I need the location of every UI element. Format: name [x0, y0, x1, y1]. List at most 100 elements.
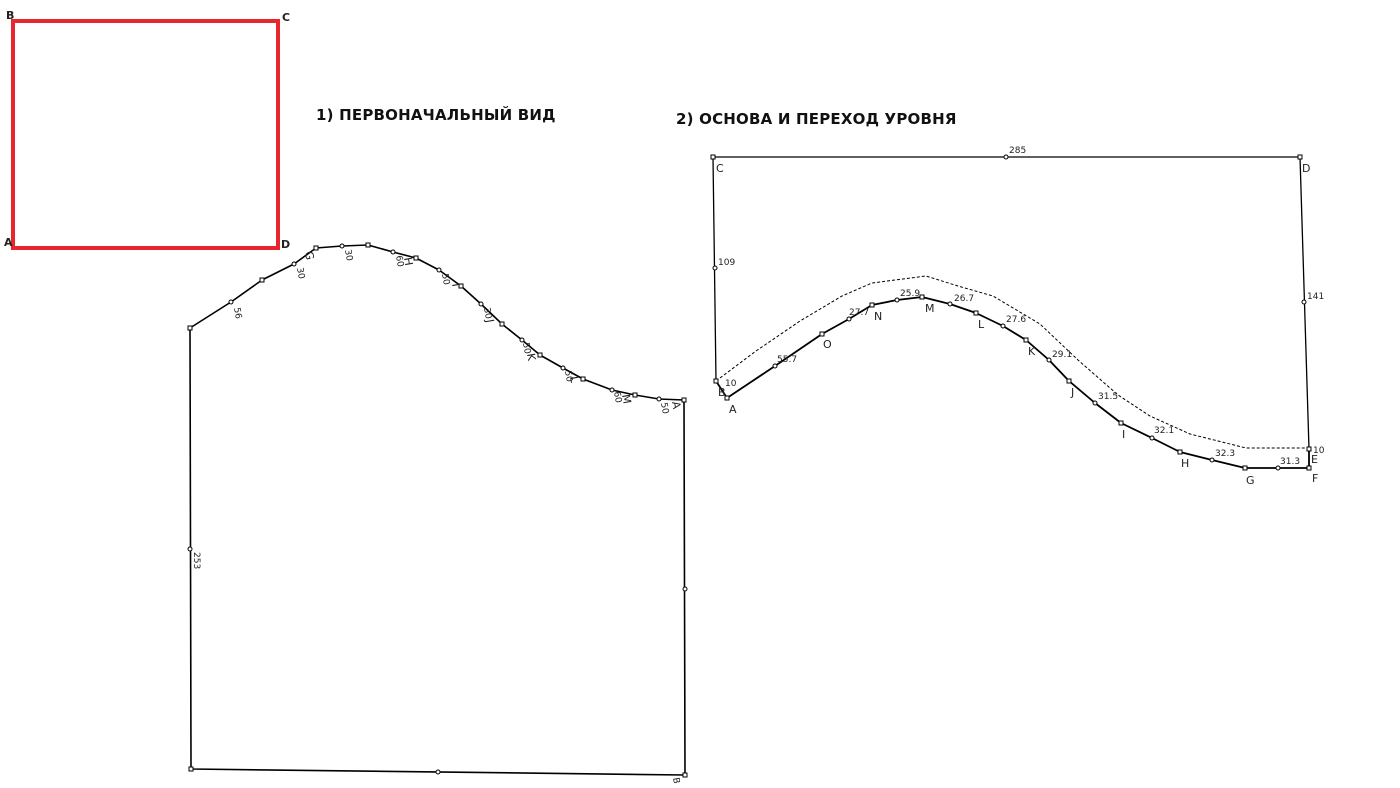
midpoint-marker: [712, 265, 718, 271]
midpoint-marker: [187, 546, 193, 552]
original-measure-7: 50: [520, 342, 532, 355]
base-point-j: J: [1070, 386, 1074, 399]
midpoint-marker: [1149, 435, 1155, 441]
original-measure-3: 30: [342, 249, 354, 262]
vertex-marker: [458, 283, 464, 289]
base-segment-length-9: 32.3: [1215, 449, 1235, 459]
vertex-marker: [259, 277, 265, 283]
midpoint-marker: [339, 243, 345, 249]
midpoint-marker: [1092, 400, 1098, 406]
vertex-marker: [313, 245, 319, 251]
reference-corner-d: D: [281, 238, 290, 251]
reference-corner-b: B: [6, 9, 14, 22]
original-point-j: J: [483, 317, 497, 323]
vertex-marker: [1306, 446, 1312, 452]
midpoint-marker: [1209, 457, 1215, 463]
midpoint-marker: [390, 249, 396, 255]
base-point-e: E: [1311, 453, 1318, 466]
midpoint-marker: [1003, 154, 1009, 160]
vertex-marker: [499, 321, 505, 327]
base-view-figure: 285 109 141 10 10 C D B F E A O N M L K …: [710, 146, 1325, 487]
base-point-h: H: [1181, 457, 1189, 470]
original-view-outline: [189, 244, 686, 776]
original-measure-8: 50: [562, 370, 574, 383]
vertex-marker: [973, 310, 979, 316]
base-point-i: I: [1122, 428, 1125, 441]
midpoint-marker: [478, 301, 484, 307]
base-segment-length-10: 31.3: [1280, 457, 1300, 467]
original-point-a: A: [669, 400, 683, 410]
base-segment-length-4: 26.7: [954, 294, 974, 304]
midpoint-marker: [228, 299, 234, 305]
base-corner-f: F: [1312, 472, 1318, 485]
base-point-k: K: [1028, 345, 1036, 358]
base-segment-length-8: 32.1: [1154, 426, 1174, 436]
base-corner-d: D: [1302, 162, 1310, 175]
midpoint-marker: [1000, 323, 1006, 329]
base-left-height: 109: [718, 258, 735, 268]
vertex-marker: [1297, 154, 1303, 160]
vertex-marker: [632, 392, 638, 398]
midpoint-marker: [846, 316, 852, 322]
original-point-h: H: [401, 256, 415, 266]
caption-original-view: 1) ПЕРВОНАЧАЛЬНЫЙ ВИД: [316, 106, 556, 124]
base-segment-length-7: 31.5: [1098, 392, 1118, 402]
vertex-marker: [682, 772, 688, 778]
reference-corner-c: C: [282, 11, 290, 24]
reference-square-outline: [11, 19, 280, 250]
vertex-marker: [869, 302, 875, 308]
original-measure-2: 30: [294, 267, 306, 280]
original-measure-5: 50: [439, 273, 451, 286]
base-view-frame: [712, 156, 1310, 450]
midpoint-marker: [560, 365, 566, 371]
reference-corner-a: A: [4, 236, 13, 249]
vertex-marker: [1118, 420, 1124, 426]
vertex-marker: [919, 294, 925, 300]
midpoint-marker: [609, 387, 615, 393]
vertex-marker: [681, 397, 687, 403]
midpoint-marker: [947, 301, 953, 307]
base-left-offset: 10: [725, 379, 737, 389]
original-corner-b: B: [670, 777, 681, 785]
original-measure-10: 50: [658, 402, 670, 415]
original-measure-6: 30: [481, 307, 493, 320]
original-view-figure: 253 56 30 30 60 50 30 50 50 60 50 G H I …: [187, 242, 688, 785]
base-corner-c: C: [716, 162, 724, 175]
vertex-marker: [1306, 465, 1312, 471]
original-measure-4: 60: [393, 255, 405, 268]
base-point-o: O: [823, 338, 832, 351]
vertex-marker: [365, 242, 371, 248]
vertex-marker: [188, 766, 194, 772]
midpoint-marker: [1046, 357, 1052, 363]
base-right-height: 141: [1307, 292, 1324, 302]
midpoint-marker: [656, 396, 662, 402]
vertex-marker: [537, 352, 543, 358]
original-left-length: 253: [191, 552, 201, 569]
base-segment-length-6: 29.1: [1052, 350, 1072, 360]
caption-base-and-level: 2) ОСНОВА И ПЕРЕХОД УРОВНЯ: [676, 110, 957, 128]
vertex-marker: [710, 154, 716, 160]
midpoint-marker: [1275, 465, 1281, 471]
base-segment-length-1: 55.7: [777, 355, 797, 365]
original-view-vertices: [187, 242, 688, 778]
base-segment-length-2: 27.7: [849, 308, 869, 318]
base-segment-length-5: 27.6: [1006, 315, 1026, 325]
base-point-m: M: [925, 302, 935, 315]
vertex-marker: [413, 255, 419, 261]
midpoint-marker: [894, 297, 900, 303]
vertex-marker: [1023, 337, 1029, 343]
original-measure-1: 56: [231, 307, 243, 320]
vertex-marker: [580, 376, 586, 382]
vertex-marker: [1066, 378, 1072, 384]
base-point-n: N: [874, 310, 882, 323]
base-view-offset-curve: [715, 275, 1308, 449]
original-point-i: I: [449, 282, 462, 287]
original-point-k: K: [524, 352, 538, 362]
original-point-l: L: [567, 375, 581, 384]
midpoint-marker: [519, 337, 525, 343]
base-top-length: 285: [1009, 146, 1026, 156]
midpoint-marker: [682, 586, 688, 592]
base-point-l: L: [978, 318, 985, 331]
vertex-marker: [819, 331, 825, 337]
midpoint-marker: [291, 261, 297, 267]
